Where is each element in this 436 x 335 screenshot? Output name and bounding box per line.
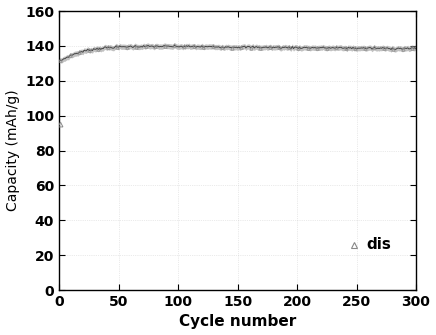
- Text: dis: dis: [366, 237, 391, 252]
- X-axis label: Cycle number: Cycle number: [179, 315, 296, 329]
- Y-axis label: Capacity (mAh/g): Capacity (mAh/g): [6, 90, 20, 211]
